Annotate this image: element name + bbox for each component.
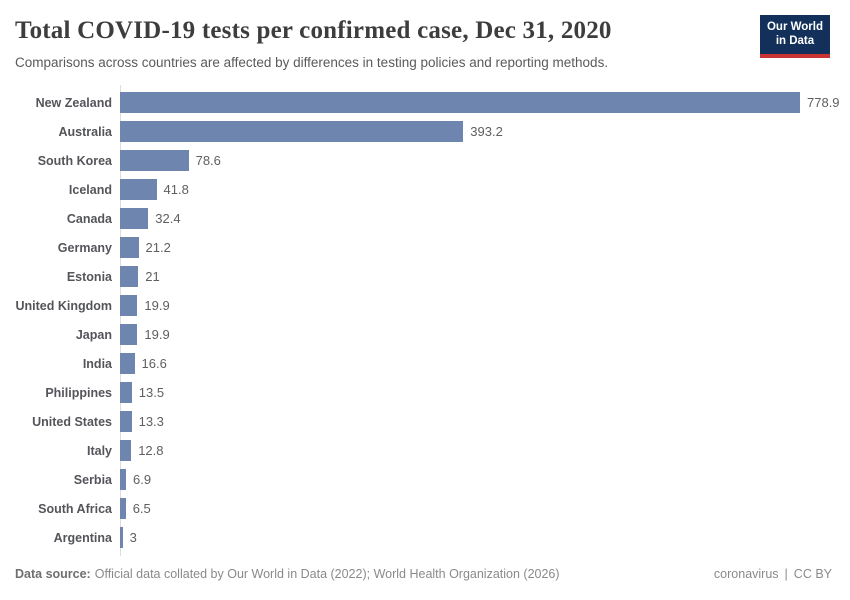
country-label: Germany <box>57 240 112 255</box>
bar[interactable] <box>120 179 157 201</box>
bar-area: 16.6 <box>120 353 167 375</box>
owid-logo[interactable]: Our World in Data <box>759 15 830 58</box>
chart-header: Total COVID-19 tests per confirmed case,… <box>0 0 850 72</box>
value-label: 32.4 <box>155 211 181 227</box>
value-label: 393.2 <box>470 124 503 140</box>
value-label: 16.6 <box>141 356 167 372</box>
data-source-label: Data source: <box>15 567 91 581</box>
owid-logo-line1: Our World <box>766 21 823 33</box>
bar-area: 21 <box>120 266 160 288</box>
bar[interactable] <box>120 92 800 114</box>
country-label: Italy <box>86 443 112 458</box>
chart-row: Estonia 21 <box>0 262 850 291</box>
chart-footer: Data source: Official data collated by Ou… <box>15 567 832 582</box>
country-label: Canada <box>66 211 112 226</box>
country-label: India <box>82 356 112 371</box>
value-label: 19.9 <box>144 298 170 314</box>
country-label: United States <box>32 414 112 429</box>
bar-area: 19.9 <box>120 295 170 317</box>
bar[interactable] <box>120 411 132 433</box>
bar-area: 6.5 <box>120 498 151 520</box>
bar-area: 3 <box>120 527 137 549</box>
footer-license-cc-by[interactable]: CC BY <box>793 567 832 581</box>
value-label: 6.9 <box>133 472 152 488</box>
value-label: 21.2 <box>145 240 171 256</box>
chart-rows: New Zealand 778.9 Australia 393.2 South Kore… <box>0 88 850 552</box>
bar[interactable] <box>120 469 126 491</box>
bar-area: 6.9 <box>120 469 152 491</box>
value-label: 6.5 <box>132 501 151 517</box>
bar[interactable] <box>120 295 138 317</box>
chart-title: Total COVID-19 tests per confirmed case,… <box>15 17 612 44</box>
chart-row: Iceland 41.8 <box>0 175 850 204</box>
country-label: South Africa <box>38 501 112 516</box>
footer-separator: | <box>784 567 788 581</box>
bar[interactable] <box>120 208 149 230</box>
value-label: 778.9 <box>807 95 840 111</box>
chart-subtitle: Comparisons across countries are affecte… <box>15 55 609 70</box>
country-label: Philippines <box>45 385 112 400</box>
value-label: 78.6 <box>195 153 221 169</box>
chart-row: Italy 12.8 <box>0 436 850 465</box>
value-label: 19.9 <box>144 327 170 343</box>
country-label: Argentina <box>53 530 112 545</box>
bar-area: 19.9 <box>120 324 170 346</box>
value-label: 41.8 <box>163 182 189 198</box>
chart-row: Germany 21.2 <box>0 233 850 262</box>
bar[interactable] <box>120 121 464 143</box>
country-label: Japan <box>75 327 112 342</box>
bar-area: 13.3 <box>120 411 164 433</box>
footer-license-block: coronavirus | CC BY <box>714 567 832 582</box>
owid-logo-line2: in Data <box>775 35 815 48</box>
bar-area: 778.9 <box>120 92 840 114</box>
bar-area: 32.4 <box>120 208 181 230</box>
bar[interactable] <box>120 237 139 259</box>
chart-row: Argentina 3 <box>0 523 850 552</box>
bar[interactable] <box>120 382 132 404</box>
data-source: Data source: Official data collated by Ou… <box>15 567 560 582</box>
country-label: New Zealand <box>35 95 112 110</box>
bar[interactable] <box>120 324 138 346</box>
chart-row: United Kingdom 19.9 <box>0 291 850 320</box>
chart-row: Australia 393.2 <box>0 117 850 146</box>
chart-row: Philippines 13.5 <box>0 378 850 407</box>
country-label: Iceland <box>68 182 112 197</box>
bar-chart: New Zealand 778.9 Australia 393.2 South Kore… <box>0 85 850 557</box>
country-label: Australia <box>58 124 113 139</box>
data-source-text: Official data collated by Our World in D… <box>94 567 560 581</box>
footer-link-coronavirus[interactable]: coronavirus <box>713 567 779 581</box>
bar-area: 13.5 <box>120 382 165 404</box>
bar-area: 21.2 <box>120 237 171 259</box>
chart-row: South Africa 6.5 <box>0 494 850 523</box>
chart-row: India 16.6 <box>0 349 850 378</box>
bar[interactable] <box>120 440 132 462</box>
country-label: Estonia <box>66 269 112 284</box>
chart-row: Canada 32.4 <box>0 204 850 233</box>
bar[interactable] <box>120 498 126 520</box>
chart-row: New Zealand 778.9 <box>0 88 850 117</box>
value-label: 13.3 <box>138 414 164 430</box>
value-label: 13.5 <box>138 385 165 401</box>
bar-area: 41.8 <box>120 179 189 201</box>
chart-row: Serbia 6.9 <box>0 465 850 494</box>
country-label: Serbia <box>73 472 112 487</box>
bar[interactable] <box>120 353 135 375</box>
y-axis-line <box>120 85 121 557</box>
bar[interactable] <box>120 150 189 172</box>
bar-area: 393.2 <box>120 121 503 143</box>
chart-row: Japan 19.9 <box>0 320 850 349</box>
country-label: United Kingdom <box>15 298 112 313</box>
value-label: 21 <box>145 269 160 285</box>
bar-area: 12.8 <box>120 440 164 462</box>
country-label: South Korea <box>37 153 112 168</box>
bar[interactable] <box>120 527 123 549</box>
bar[interactable] <box>120 266 139 288</box>
value-label: 3 <box>129 530 137 546</box>
bar-area: 78.6 <box>120 150 221 172</box>
chart-row: South Korea 78.6 <box>0 146 850 175</box>
chart-row: United States 13.3 <box>0 407 850 436</box>
value-label: 12.8 <box>138 443 164 459</box>
